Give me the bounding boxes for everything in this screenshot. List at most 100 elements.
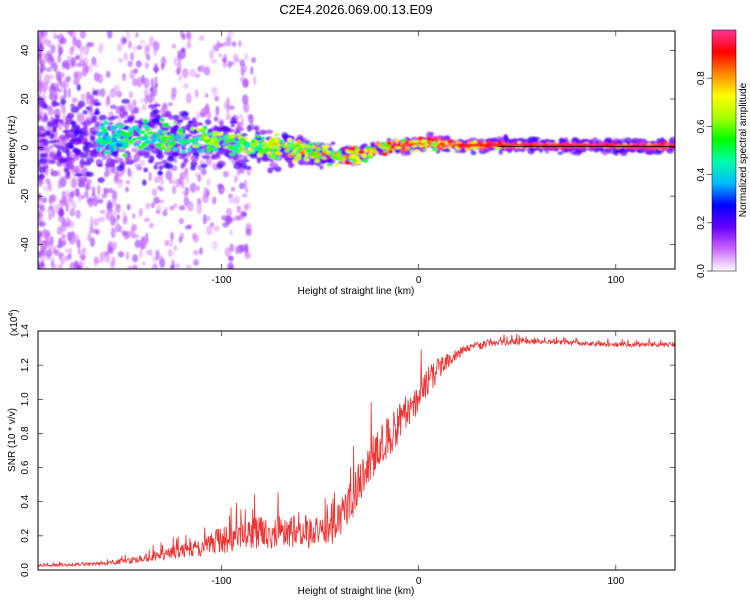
spectrogram-blob [49,151,54,159]
spectrogram-blob [49,235,54,246]
spectrogram-blob [81,195,85,200]
spectrogram-blob [71,120,77,128]
spectrogram-blob [236,133,241,137]
snr-y-tick-label: 0.2 [20,528,31,542]
spectrogram-blob [192,233,199,243]
spectrogram-blob [80,137,88,143]
spectrogram-blob [214,95,220,102]
spectrogram-blob [326,163,334,167]
spectrogram-blob [164,239,169,247]
spectrogram-blob [66,55,71,66]
spectrogram-blob [212,196,217,205]
spectrogram-blob [50,133,55,140]
spectrogram-blob [95,76,101,82]
spectrogram-blob [155,153,162,159]
spectrogram-blob [152,255,157,263]
spectrogram-blob [127,40,133,50]
spectrogram-blob [264,129,274,134]
spectrogram-blob [167,137,175,140]
spectrogram-blob [136,76,143,88]
spectrogram-blob [229,243,235,253]
spectrogram-blob [305,148,311,154]
spectrogram-blob [93,195,101,200]
spectrogram-blob [244,243,249,254]
spectrogram-blob [57,237,62,248]
spectrogram-blob [170,94,177,101]
spectrogram-blob [213,139,220,144]
spectrogram-blob [172,147,179,151]
spectrogram-blob [332,155,337,160]
spectrogram-blob [65,166,74,170]
spectrogram-blob [62,130,69,134]
spectrogram-y-tick-label: 20 [20,93,31,105]
spectrogram-blob [117,157,124,164]
spectrogram-blob [69,220,75,229]
spectrogram-blob [155,249,160,260]
spectrogram-blob [75,118,82,127]
spectrogram-blob [235,143,242,148]
spectrogram-blob [76,84,81,91]
spectrogram-blob [110,115,119,120]
spectrogram-blob [262,142,267,146]
spectrogram-blob [206,178,212,187]
spectrogram-blob [133,68,139,74]
spectrogram-blob [184,157,189,163]
spectrogram-blob [57,168,62,178]
spectrogram-blob [168,251,175,256]
spectrogram-blob [216,183,223,189]
spectrogram-blob [203,66,211,76]
colorbar-label: Normalized spectral amplitude [738,82,749,217]
spectrogram-blob [131,125,139,131]
spectrogram-blob [231,41,237,47]
spectrogram-blob [110,260,116,269]
spectrogram-blob [194,73,201,78]
spectrogram-blob [244,251,251,260]
spectrogram-y-tick-label: 40 [20,44,31,56]
spectrogram-blob [105,162,115,168]
spectrogram-blob [344,161,352,165]
spectrogram-blob [160,63,165,70]
spectrogram-blob [228,229,233,236]
spectrogram-blob [122,210,126,216]
spectrogram-blob [125,251,129,261]
spectrogram-blob [142,119,149,124]
spectrogram-blob [116,214,121,220]
spectrogram-blob [210,137,217,140]
spectrogram-blob [196,203,203,215]
spectrogram-blob [171,152,180,157]
spectrogram-blob [141,236,145,241]
spectrogram-blob [237,244,244,254]
spectrogram-blob [282,135,288,141]
spectrogram-blob [87,230,92,241]
spectrogram-blob [73,71,78,80]
spectrogram-blob [67,253,72,260]
spectrogram-blob [88,197,94,208]
spectrogram-blob [51,100,58,108]
spectrogram-blob [69,208,76,217]
spectrogram-blob [106,202,113,213]
spectrogram-blob [264,149,270,153]
spectrogram-blob [148,248,153,257]
spectrogram-blob [160,176,164,186]
spectrogram-blob [334,162,340,166]
spectrogram-blob [38,125,45,132]
spectrogram-blob [132,254,139,263]
spectrogram-blob [161,159,168,164]
spectrogram-blob [54,82,60,89]
spectrogram-blob [111,133,119,137]
spectrogram-blob [243,179,248,190]
spectrogram-blob [93,102,102,107]
spectrogram-blob [280,144,285,148]
spectrogram-blob [321,156,327,160]
spectrogram-blob [207,128,214,133]
spectrogram-blob [51,121,59,129]
snr-multiplier: (x104) [8,309,20,336]
spectrogram-blob [111,241,117,251]
spectrogram-blob [228,196,235,204]
spectrogram-blob [213,131,219,134]
spectrogram-blob [70,103,76,108]
spectrogram-blob [38,147,45,152]
spectrogram-blob [97,177,105,184]
spectrogram-blob [89,237,96,248]
